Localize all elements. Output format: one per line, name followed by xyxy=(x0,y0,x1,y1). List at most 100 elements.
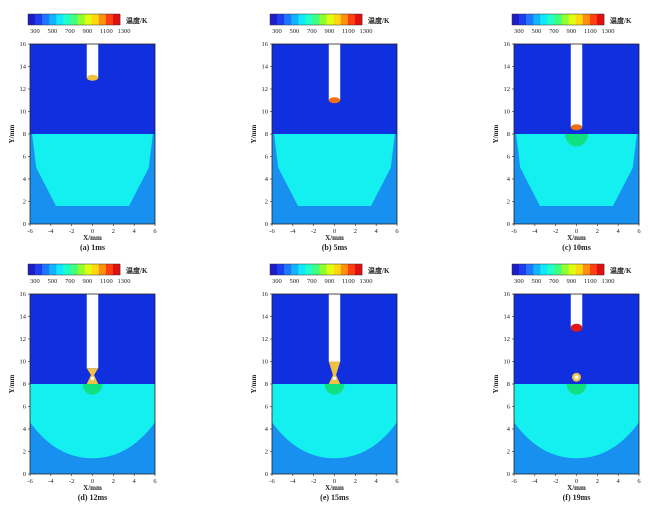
x-tick-label: 2 xyxy=(112,478,115,485)
y-tick-label: 8 xyxy=(23,381,26,388)
legend-tick-label: 500 xyxy=(290,278,300,285)
panel-caption: (d) 12ms xyxy=(78,493,108,502)
legend-swatch xyxy=(312,14,320,25)
droplet-tip xyxy=(570,124,583,131)
y-tick-label: 12 xyxy=(262,336,269,343)
substrate-heated-zone xyxy=(514,384,639,459)
legend-swatch xyxy=(582,14,591,25)
legend-swatch xyxy=(77,14,85,25)
y-tick-label: 10 xyxy=(504,359,511,366)
legend-swatch xyxy=(298,14,306,25)
droplet-tip xyxy=(570,323,583,332)
legend-swatch xyxy=(56,14,64,25)
y-tick-label: 16 xyxy=(262,41,269,48)
x-tick-label: 6 xyxy=(637,478,641,485)
legend-frame xyxy=(269,13,363,26)
legend-tick-label: 700 xyxy=(549,28,559,35)
x-tick-label: -4 xyxy=(290,228,296,235)
x-axis-label: X/mm xyxy=(325,484,344,492)
legend-swatch xyxy=(84,264,92,275)
x-tick-label: -2 xyxy=(69,478,74,485)
panel-f: 300 500 700 900 1100 1300 温度/K -6 -4 -2 0 2 4 6 0 2 4 6 8 1… xyxy=(492,263,641,502)
legend-tick-label: 900 xyxy=(325,278,335,285)
x-tick-label: 4 xyxy=(617,478,621,485)
legend-swatch xyxy=(326,264,334,275)
y-tick-label: 2 xyxy=(507,199,510,206)
legend-swatch xyxy=(305,14,313,25)
x-tick-label: 6 xyxy=(395,228,399,235)
x-tick-label: -2 xyxy=(69,228,74,235)
y-tick-label: 0 xyxy=(507,471,510,478)
legend-swatch xyxy=(28,264,36,275)
x-tick-label: 6 xyxy=(153,478,157,485)
legend-swatch xyxy=(112,14,121,25)
y-tick-label: 6 xyxy=(23,404,27,411)
x-tick-label: 6 xyxy=(153,228,157,235)
y-tick-label: 4 xyxy=(23,176,27,183)
y-tick-label: 0 xyxy=(23,221,26,228)
legend-swatch xyxy=(575,14,584,25)
legend-swatch xyxy=(519,14,527,25)
legend-tick-label: 300 xyxy=(30,28,40,35)
electrode-wire xyxy=(86,294,99,369)
legend-swatch xyxy=(35,14,43,25)
legend-tick-label: 500 xyxy=(532,278,542,285)
droplet-tip xyxy=(328,97,341,104)
x-tick-label: 0 xyxy=(91,478,94,485)
electrode-wire xyxy=(570,44,583,128)
y-tick-label: 12 xyxy=(20,336,27,343)
y-tick-label: 16 xyxy=(20,291,27,298)
legend-tick-label: 1100 xyxy=(584,278,597,285)
x-tick-label: 0 xyxy=(333,228,336,235)
legend-swatch xyxy=(554,14,562,25)
legend-swatch xyxy=(305,264,313,275)
substrate-heated-zone xyxy=(274,134,395,206)
x-tick-label: 6 xyxy=(395,478,399,485)
legend-tick-label: 900 xyxy=(325,28,335,35)
legend-swatch xyxy=(28,14,36,25)
substrate-heated-zone xyxy=(30,384,155,459)
x-tick-label: 2 xyxy=(112,228,115,235)
bridge-neck xyxy=(332,376,337,381)
y-tick-label: 2 xyxy=(265,199,268,206)
legend-swatch xyxy=(98,14,107,25)
electrode-wire xyxy=(86,44,99,78)
y-tick-label: 14 xyxy=(262,314,269,321)
contour-plot xyxy=(271,293,398,475)
x-tick-label: -4 xyxy=(290,478,296,485)
legend-swatch xyxy=(91,14,100,25)
legend-swatch xyxy=(291,264,299,275)
temperature-legend: 300 500 700 900 1100 1300 温度/K xyxy=(269,13,390,35)
y-tick-label: 10 xyxy=(20,359,27,366)
panel-c: 300 500 700 900 1100 1300 温度/K -6 -4 -2 0 2 4 6 0 2 4 6 8 1… xyxy=(492,13,641,252)
legend-frame xyxy=(269,263,363,276)
contour-plot xyxy=(513,43,640,225)
legend-swatch xyxy=(533,264,541,275)
y-tick-label: 2 xyxy=(23,199,26,206)
panel-caption: (b) 5ms xyxy=(322,243,348,252)
legend-tick-label: 700 xyxy=(65,28,75,35)
legend-swatch xyxy=(519,264,527,275)
y-tick-label: 14 xyxy=(504,314,511,321)
legend-tick-label: 1300 xyxy=(360,28,373,35)
x-tick-label: 4 xyxy=(375,478,379,485)
y-tick-label: 10 xyxy=(20,109,27,116)
y-tick-label: 2 xyxy=(507,449,510,456)
x-tick-label: -4 xyxy=(48,228,54,235)
x-axis-label: X/mm xyxy=(83,234,102,242)
y-tick-label: 14 xyxy=(20,64,27,71)
legend-tick-label: 1300 xyxy=(118,278,131,285)
legend-swatch xyxy=(540,14,548,25)
y-tick-label: 16 xyxy=(262,291,269,298)
x-axis-label: X/mm xyxy=(567,234,586,242)
legend-swatch xyxy=(526,264,534,275)
contour-plot xyxy=(271,43,398,225)
legend-tick-label: 1300 xyxy=(118,28,131,35)
legend-swatch xyxy=(284,264,292,275)
legend-swatch xyxy=(333,264,342,275)
temperature-legend: 300 500 700 900 1100 1300 温度/K xyxy=(269,263,390,285)
x-tick-label: 0 xyxy=(575,478,578,485)
electrode-wire xyxy=(570,294,583,328)
panel-caption: (f) 19ms xyxy=(563,493,591,502)
electrode-wire xyxy=(328,294,341,362)
